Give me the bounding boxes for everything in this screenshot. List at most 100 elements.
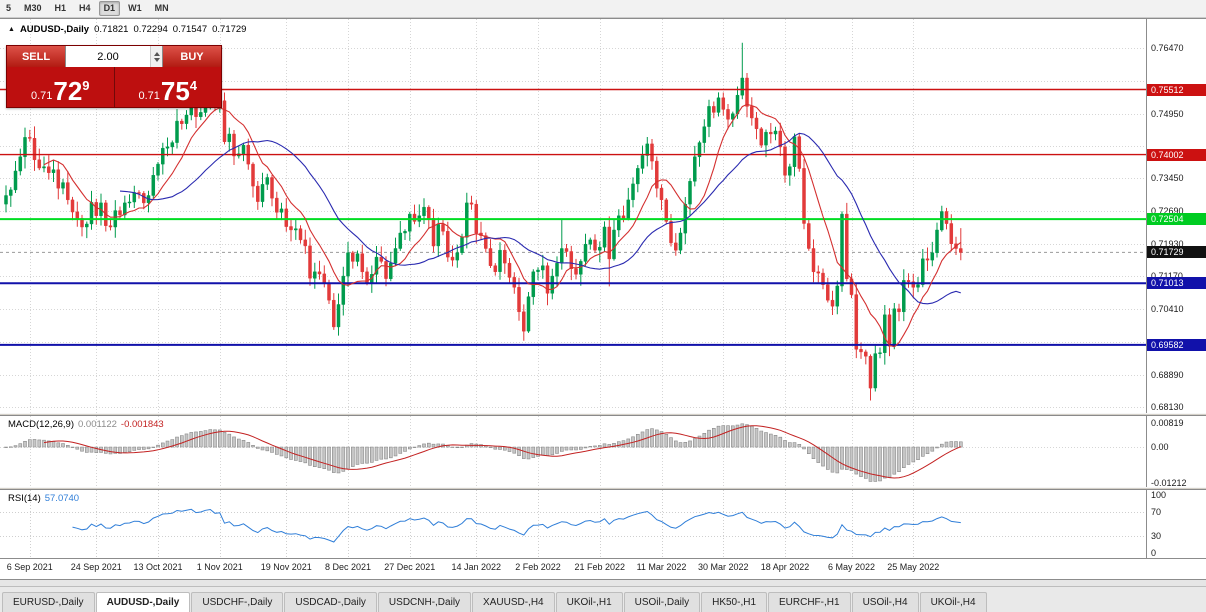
chart-symbol-icon: ▲ — [8, 26, 15, 33]
volume-decrease-button[interactable] — [153, 57, 160, 62]
rsi-scale-label: 30 — [1151, 530, 1162, 541]
price-scale-label: 0.70410 — [1151, 304, 1184, 315]
chart-tab-usoil-h4[interactable]: USOil-,H4 — [851, 592, 919, 612]
bull-candle-bodies — [4, 77, 944, 389]
chart-plot-area[interactable] — [0, 19, 1146, 413]
rsi-value: 57.0740 — [44, 493, 80, 504]
volume-input[interactable]: 2.00 — [65, 46, 163, 67]
date-label: 19 Nov 2021 — [260, 562, 312, 572]
date-label: 8 Dec 2021 — [324, 562, 372, 572]
rsi-scale-label: 100 — [1151, 489, 1167, 500]
bid-prefix: 0.71 — [30, 90, 53, 102]
chart-tab-bar: EURUSD-,Daily AUDUSD-,Daily USDCHF-,Daily U… — [0, 586, 1206, 612]
rsi-indicator-label: RSI(14) 57.0740 — [8, 493, 79, 504]
date-label: 14 Jan 2022 — [451, 562, 502, 572]
chart-window: 0.764700.749500.734500.726900.719300.711… — [0, 18, 1206, 580]
ohlc-low: 0.71547 — [172, 24, 208, 35]
macd-grid — [0, 416, 1146, 487]
ask-pip-digit: 4 — [189, 78, 198, 93]
price-scale-label: 0.71930 — [1151, 238, 1184, 249]
rsi-line — [72, 508, 961, 543]
bid-price-display[interactable]: 0.71 72 9 — [7, 67, 115, 107]
moving-average-line — [119, 132, 961, 305]
bid-big-digits: 72 — [53, 76, 83, 106]
timeframe-button-h4[interactable]: H4 — [79, 3, 91, 13]
date-label: 25 May 2022 — [887, 562, 940, 572]
chart-tab-hk50-h1[interactable]: HK50-,H1 — [701, 592, 767, 612]
chart-symbol-label: AUDUSD-,Daily — [19, 24, 90, 35]
price-scale-label: 0.71170 — [1151, 271, 1183, 282]
ask-price-display[interactable]: 0.71 75 4 — [115, 67, 222, 107]
price-scale-label: 0.68890 — [1151, 369, 1184, 380]
date-label: 18 Apr 2022 — [760, 562, 810, 572]
chart-tab-usdcad-daily[interactable]: USDCAD-,Daily — [284, 592, 377, 612]
timeframe-toolbar: 5 M30 H1 H4 D1 W1 MN — [0, 0, 1206, 18]
buy-button[interactable]: BUY — [163, 46, 221, 67]
rsi-scale-label: 70 — [1151, 507, 1162, 518]
macd-signal-value: -0.001843 — [120, 419, 164, 430]
chart-tab-usdchf-daily[interactable]: USDCHF-,Daily — [191, 592, 284, 612]
volume-increase-button[interactable] — [153, 51, 160, 56]
macd-value: 0.001122 — [78, 419, 117, 430]
timeframe-button-m30[interactable]: M30 — [24, 3, 42, 13]
price-badge: 0.74002 — [1147, 148, 1206, 161]
timeframe-button-5[interactable]: 5 — [6, 3, 12, 13]
price-scale-label: 0.74950 — [1151, 108, 1184, 119]
chart-tab-usdcnh-daily[interactable]: USDCNH-,Daily — [377, 592, 472, 612]
macd-signal-line — [43, 425, 961, 479]
date-label: 2 Feb 2022 — [515, 562, 561, 572]
chart-tab-xauusd-h4[interactable]: XAUUSD-,H4 — [472, 592, 555, 612]
macd-scale-label: 0.00819 — [1151, 417, 1184, 428]
date-label: 11 Mar 2022 — [636, 562, 687, 572]
pane-splitter[interactable] — [0, 487, 1206, 490]
date-label: 30 Mar 2022 — [697, 562, 749, 572]
time-axis[interactable]: 6 Sep 2021 24 Sep 2021 13 Oct 2021 1 Nov 20… — [0, 558, 1206, 579]
moving-average-line — [43, 103, 962, 348]
date-label: 6 May 2022 — [827, 562, 876, 572]
price-scale-label: 0.68130 — [1151, 402, 1184, 413]
ohlc-close: 0.71729 — [212, 24, 247, 35]
sell-button[interactable]: SELL — [7, 46, 65, 67]
price-scale-label: 0.72690 — [1151, 206, 1184, 217]
bid-pip-digit: 9 — [82, 78, 90, 93]
date-label: 27 Dec 2021 — [384, 562, 436, 572]
timeframe-button-h1[interactable]: H1 — [54, 3, 67, 13]
chart-tab-ukoil-h4[interactable]: UKOil-,H4 — [919, 592, 987, 612]
price-scale-label: 0.76470 — [1151, 43, 1184, 54]
macd-histogram — [4, 423, 963, 482]
timeframe-button-d1[interactable]: D1 — [98, 1, 121, 16]
price-badge: 0.71729 — [1147, 246, 1206, 259]
macd-scale-label: -0.01212 — [1151, 477, 1187, 488]
chart-tab-usoil-daily[interactable]: USOil-,Daily — [623, 592, 701, 612]
date-label: 24 Sep 2021 — [70, 562, 122, 572]
rsi-pane[interactable] — [0, 490, 1146, 558]
chart-tab-eurusd-daily[interactable]: EURUSD-,Daily — [2, 592, 95, 612]
bear-candle-wicks — [29, 73, 962, 401]
chart-grid — [0, 19, 1146, 413]
macd-indicator-label: MACD(12,26,9) 0.001122 -0.001843 — [8, 419, 164, 430]
timeframe-button-mn[interactable]: MN — [154, 3, 169, 13]
date-label: 1 Nov 2021 — [196, 562, 243, 572]
one-click-trading-panel: SELL 2.00 BUY 0.71 72 9 0.71 75 4 — [6, 45, 222, 108]
ohlc-high: 0.72294 — [133, 24, 168, 35]
ask-big-digits: 75 — [160, 76, 190, 106]
macd-scale-label: 0.00 — [1151, 442, 1169, 453]
bear-candle-bodies — [28, 77, 963, 389]
chart-tab-audusd-daily[interactable]: AUDUSD-,Daily — [95, 592, 191, 612]
ask-prefix: 0.71 — [138, 90, 160, 102]
price-scale[interactable]: 0.76470 0.74950 0.73450 0.72690 0.71930 0.711… — [1146, 19, 1206, 558]
timeframe-button-w1[interactable]: W1 — [128, 3, 142, 13]
price-badge: 0.75512 — [1147, 83, 1206, 96]
date-label: 21 Feb 2022 — [574, 562, 626, 572]
rsi-name: RSI(14) — [8, 493, 41, 504]
volume-spinner — [150, 46, 162, 67]
date-label: 6 Sep 2021 — [6, 562, 53, 572]
chart-title-ohlc: ▲ AUDUSD-,Daily 0.71821 0.72294 0.71547 … — [8, 24, 246, 35]
macd-name: MACD(12,26,9) — [8, 419, 74, 430]
macd-pane[interactable] — [0, 416, 1146, 487]
chart-tab-ukoil-h1[interactable]: UKOil-,H1 — [555, 592, 623, 612]
pane-splitter[interactable] — [0, 413, 1206, 416]
price-badge: 0.71013 — [1147, 277, 1206, 290]
chart-tab-eurchf-h1[interactable]: EURCHF-,H1 — [768, 592, 851, 612]
price-scale-label: 0.73450 — [1151, 173, 1184, 184]
